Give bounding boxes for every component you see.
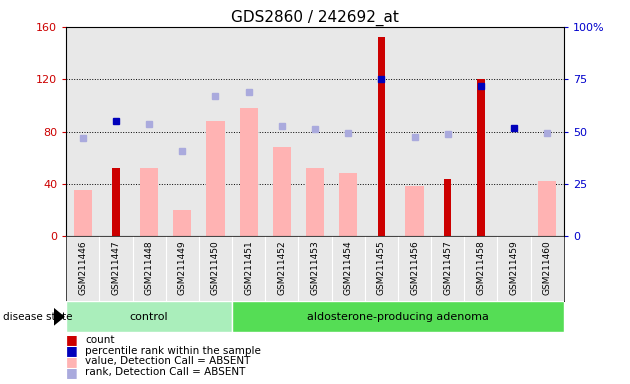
Bar xyxy=(112,168,120,236)
Text: GSM211451: GSM211451 xyxy=(244,241,253,295)
Text: GSM211447: GSM211447 xyxy=(112,241,120,295)
Text: ■: ■ xyxy=(66,355,78,368)
Text: GSM211456: GSM211456 xyxy=(410,241,419,295)
Text: GSM211449: GSM211449 xyxy=(178,241,186,295)
Bar xyxy=(232,301,564,332)
Text: GSM211457: GSM211457 xyxy=(444,241,452,295)
Bar xyxy=(406,187,423,236)
Text: ■: ■ xyxy=(66,333,78,346)
Text: count: count xyxy=(85,335,115,345)
Bar xyxy=(339,174,357,236)
Bar xyxy=(173,210,192,236)
Bar xyxy=(378,37,385,236)
Text: GSM211453: GSM211453 xyxy=(311,241,319,295)
Text: GSM211458: GSM211458 xyxy=(476,241,485,295)
Bar xyxy=(74,190,92,236)
Bar xyxy=(140,168,158,236)
Text: ■: ■ xyxy=(66,344,78,357)
Bar xyxy=(239,108,258,236)
Bar xyxy=(306,168,324,236)
Bar xyxy=(207,121,224,236)
Text: ■: ■ xyxy=(66,366,78,379)
Text: GSM211452: GSM211452 xyxy=(277,241,286,295)
Text: GDS2860 / 242692_at: GDS2860 / 242692_at xyxy=(231,10,399,26)
Text: GSM211460: GSM211460 xyxy=(543,241,552,295)
Text: control: control xyxy=(130,312,168,322)
Text: GSM211450: GSM211450 xyxy=(211,241,220,295)
Bar xyxy=(444,179,451,236)
Text: disease state: disease state xyxy=(3,312,72,322)
Text: rank, Detection Call = ABSENT: rank, Detection Call = ABSENT xyxy=(85,367,246,377)
Text: GSM211446: GSM211446 xyxy=(78,241,87,295)
Text: percentile rank within the sample: percentile rank within the sample xyxy=(85,346,261,356)
Text: aldosterone-producing adenoma: aldosterone-producing adenoma xyxy=(307,312,489,322)
Bar xyxy=(273,147,291,236)
Text: GSM211454: GSM211454 xyxy=(344,241,353,295)
Bar xyxy=(478,79,484,236)
Polygon shape xyxy=(54,308,65,326)
Bar xyxy=(66,301,232,332)
Text: GSM211448: GSM211448 xyxy=(145,241,154,295)
Text: GSM211455: GSM211455 xyxy=(377,241,386,295)
Text: GSM211459: GSM211459 xyxy=(510,241,518,295)
Text: value, Detection Call = ABSENT: value, Detection Call = ABSENT xyxy=(85,356,251,366)
Bar xyxy=(538,181,556,236)
